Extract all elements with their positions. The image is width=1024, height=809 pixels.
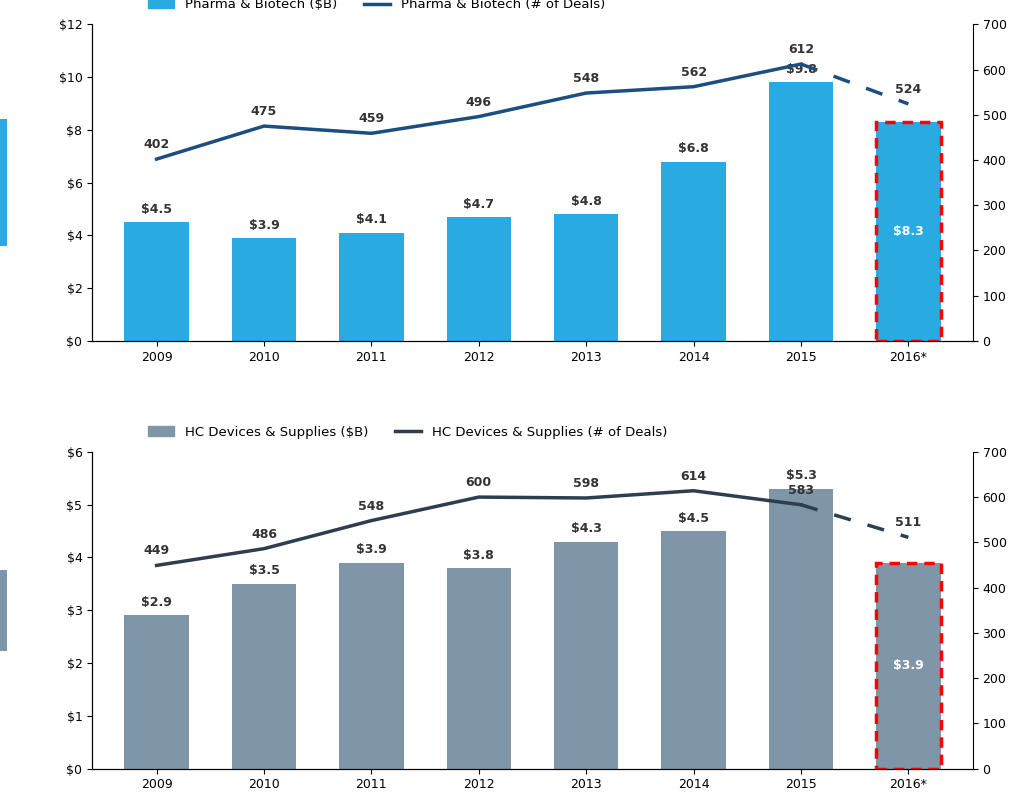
Bar: [554, 214, 618, 341]
Text: $3.9: $3.9: [893, 659, 924, 672]
Bar: [446, 568, 511, 769]
Text: $8.3: $8.3: [893, 225, 924, 238]
Text: 511: 511: [895, 516, 922, 529]
Legend: Pharma & Biotech ($B), Pharma & Biotech (# of Deals): Pharma & Biotech ($B), Pharma & Biotech …: [142, 0, 610, 16]
Bar: [446, 217, 511, 341]
Text: $3.9: $3.9: [356, 544, 387, 557]
Bar: [339, 563, 403, 769]
Text: 475: 475: [251, 105, 278, 118]
Text: $4.8: $4.8: [570, 195, 602, 208]
Bar: [124, 222, 188, 341]
Bar: [769, 83, 834, 341]
Bar: [554, 541, 618, 769]
Text: $9.8: $9.8: [785, 63, 816, 76]
Text: $4.7: $4.7: [463, 197, 495, 210]
Text: 459: 459: [358, 112, 384, 125]
Text: 548: 548: [573, 72, 599, 85]
Text: $4.3: $4.3: [570, 523, 602, 536]
Text: $6.8: $6.8: [678, 142, 709, 155]
Text: 548: 548: [358, 500, 384, 513]
Text: $4.5: $4.5: [678, 511, 709, 525]
Bar: [339, 233, 403, 341]
Text: 486: 486: [251, 527, 278, 540]
Text: 583: 583: [787, 484, 814, 497]
Bar: [877, 122, 941, 341]
Text: $3.5: $3.5: [249, 565, 280, 578]
Text: $4.5: $4.5: [141, 203, 172, 216]
Bar: [769, 489, 834, 769]
Text: 612: 612: [787, 43, 814, 56]
Bar: [662, 162, 726, 341]
Text: $3.8: $3.8: [464, 549, 495, 561]
Bar: [231, 238, 296, 341]
Bar: [662, 531, 726, 769]
Bar: [877, 563, 941, 769]
Text: $5.3: $5.3: [785, 469, 816, 482]
Text: 614: 614: [681, 470, 707, 483]
Text: 524: 524: [895, 83, 922, 96]
Text: $3.9: $3.9: [249, 218, 280, 231]
Text: 449: 449: [143, 544, 170, 557]
Text: 598: 598: [573, 477, 599, 490]
Text: $2.9: $2.9: [141, 596, 172, 609]
Legend: HC Devices & Supplies ($B), HC Devices & Supplies (# of Deals): HC Devices & Supplies ($B), HC Devices &…: [142, 421, 673, 444]
Text: 402: 402: [143, 138, 170, 151]
Text: 600: 600: [466, 477, 492, 489]
Bar: [231, 584, 296, 769]
Bar: [124, 616, 188, 769]
Text: 496: 496: [466, 95, 492, 108]
Text: 562: 562: [681, 66, 707, 78]
Text: $4.1: $4.1: [356, 214, 387, 227]
